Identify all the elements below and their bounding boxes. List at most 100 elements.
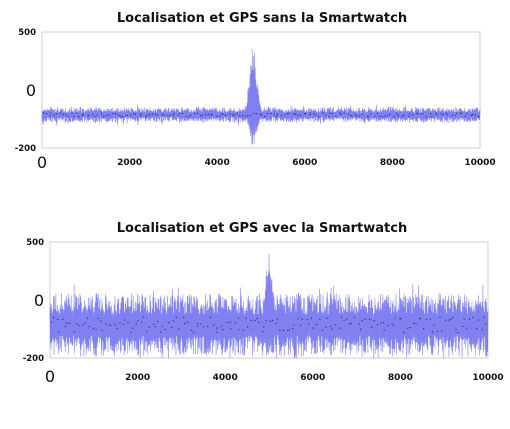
chart-2-point — [387, 325, 389, 327]
chart-1-xtick-2000: 2000 — [117, 158, 142, 168]
chart-2-point — [221, 325, 223, 327]
chart-1-point — [236, 112, 238, 114]
chart-1-point — [477, 115, 480, 118]
chart-2-point — [310, 317, 313, 319]
chart-1-point — [140, 113, 142, 115]
chart-1-point — [455, 112, 458, 114]
chart-1-point — [297, 114, 299, 116]
chart-2-point — [282, 329, 284, 331]
chart-1-point — [322, 112, 324, 114]
chart-1-point — [470, 114, 472, 116]
chart-1-point — [121, 116, 123, 118]
chart-2-point — [439, 316, 441, 318]
chart-2-point — [335, 324, 337, 326]
chart-1-point — [397, 114, 400, 116]
chart-1-point — [177, 114, 179, 116]
chart-2-point — [451, 317, 454, 319]
chart-2-point — [330, 325, 332, 327]
chart-2-point — [331, 328, 333, 330]
chart-2-point — [197, 323, 199, 325]
chart-2-point — [200, 323, 202, 325]
chart-1-title: Localisation et GPS sans la Smartwatch — [117, 11, 407, 26]
chart-1-point — [270, 112, 272, 115]
chart-1-point — [317, 115, 320, 118]
chart-1-point — [219, 115, 221, 117]
chart-2-point — [275, 323, 277, 325]
chart-1-point — [351, 115, 353, 117]
chart-2-point — [171, 326, 173, 328]
chart-2-point — [137, 320, 139, 322]
chart-1-point — [126, 114, 128, 116]
chart-2-point — [483, 316, 485, 318]
chart-2-point — [226, 321, 228, 324]
chart-1-point — [65, 113, 67, 115]
chart-1-point — [50, 112, 52, 114]
chart-2-point — [146, 330, 148, 332]
chart-2-point — [339, 327, 341, 329]
chart-2-point — [254, 319, 256, 322]
chart-1-point — [145, 115, 147, 118]
chart-2-point — [448, 319, 450, 321]
chart-2-point — [391, 323, 393, 325]
chart-2-point — [415, 322, 417, 325]
chart-1-point — [133, 113, 135, 115]
chart-2-point — [262, 330, 264, 333]
chart-1-point — [196, 112, 198, 114]
chart-2-point — [245, 317, 247, 319]
chart-2-point — [212, 324, 215, 326]
chart-1-point — [266, 112, 268, 115]
chart-2-point — [234, 322, 237, 324]
chart-1-point — [100, 113, 103, 115]
chart-2-point — [457, 331, 459, 334]
chart-1-point — [91, 113, 94, 115]
chart-1-point — [340, 113, 342, 115]
chart-1-point — [242, 115, 244, 117]
chart-1-point — [328, 115, 330, 118]
chart-1-point — [179, 112, 181, 114]
chart-1-point — [420, 113, 422, 115]
chart-2-ytick-minus-200: -200 — [23, 354, 44, 364]
chart-2-point — [315, 324, 318, 326]
chart-1-point — [379, 115, 381, 117]
chart-1-point — [293, 113, 295, 115]
chart-1-point — [173, 113, 175, 115]
chart-2-point — [127, 322, 129, 324]
chart-2-point — [380, 322, 382, 324]
chart-2-point — [76, 323, 78, 325]
chart-2-point — [369, 318, 371, 321]
chart-1-point — [370, 113, 372, 115]
chart-1-point — [466, 113, 468, 115]
chart-1-point — [315, 114, 317, 116]
chart-2-point — [429, 318, 431, 320]
chart-1-point — [232, 114, 234, 116]
chart-2-point — [154, 326, 157, 328]
chart-1-point — [366, 115, 368, 118]
chart-1: Localisation et GPS sans la Smartwatch 5… — [15, 11, 496, 172]
chart-1-point — [166, 115, 168, 117]
chart-1-point — [300, 114, 302, 116]
chart-2-point — [265, 319, 267, 321]
chart-1-point — [331, 112, 333, 115]
chart-2-point — [263, 326, 265, 328]
chart-1-point — [381, 116, 383, 118]
chart-2-point — [135, 323, 137, 325]
chart-2-point — [373, 319, 375, 322]
chart-2-point — [73, 331, 75, 333]
chart-2-point — [343, 319, 345, 322]
chart-2-point — [130, 331, 132, 333]
chart-1-point — [55, 113, 57, 115]
chart-2-point — [392, 324, 394, 327]
chart-1-point — [77, 116, 80, 118]
chart-1-point — [354, 114, 357, 116]
chart-2-point — [142, 316, 144, 318]
chart-2-point — [82, 324, 84, 326]
chart-1-point — [408, 113, 411, 115]
chart-1-point — [303, 113, 306, 115]
chart-2-point — [485, 323, 487, 325]
chart-2-point — [116, 327, 118, 330]
chart-1-point — [273, 113, 275, 115]
chart-2-series-line — [49, 253, 489, 359]
chart-1-point — [245, 115, 247, 117]
chart-1-xtick-6000: 6000 — [292, 158, 317, 168]
